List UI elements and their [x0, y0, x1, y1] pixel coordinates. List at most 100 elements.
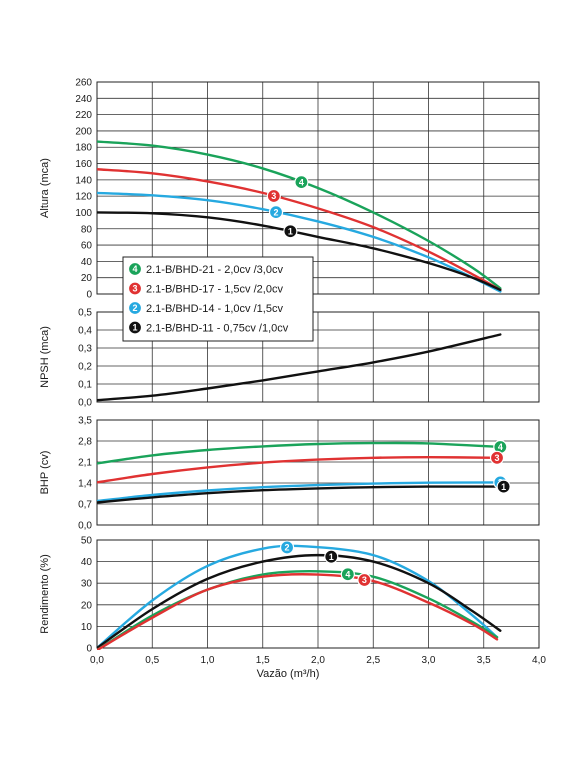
series-badge-3-circle: [266, 188, 281, 204]
series-badge-1-circle: [324, 549, 339, 564]
series-badge-4: 4: [294, 175, 309, 190]
series-badge-3-number: 3: [362, 575, 367, 585]
y-tick-label: 0,0: [78, 398, 92, 409]
y-tick-label: 0: [86, 290, 92, 301]
legend-badge-3: 3: [127, 281, 143, 296]
series-badge-3: 3: [266, 188, 281, 204]
series-line-1: [97, 485, 502, 504]
legend-badge-4: 4: [127, 261, 143, 277]
series-line-npsh: [97, 333, 502, 402]
series-badge-4: 4: [340, 567, 355, 582]
legend: 4 2.1-B/BHD-21 - 2,0cv /3,0cv 3 2.1-B/BHD-1…: [122, 256, 314, 342]
y-tick-label: 10: [81, 622, 93, 633]
series-line-2: [97, 544, 499, 650]
y-tick-label: 0,2: [78, 362, 92, 373]
legend-entry-1: 1 2.1-B/BHD-11 - 0,75cv /1,0cv: [127, 320, 289, 335]
legend-label: 2.1-B/BHD-21 - 2,0cv /3,0cv: [146, 264, 283, 276]
series-badge-3-circle: [357, 572, 372, 588]
series-line-4: [97, 441, 502, 465]
y-tick-label: 2,8: [78, 437, 92, 448]
x-tick-label: 2,5: [366, 655, 380, 666]
y-tick-label: 60: [81, 241, 93, 252]
x-tick-label: 3,5: [477, 655, 491, 666]
series-badge-2-number: 2: [285, 543, 290, 553]
y-tick-label: 120: [75, 192, 92, 203]
y-axis-label: BHP (cv): [39, 451, 51, 495]
series-badge-2-circle: [279, 540, 295, 555]
legend-badge-2: 2: [127, 300, 143, 316]
y-tick-label: 260: [75, 78, 92, 89]
series-line-2: [97, 191, 502, 293]
legend-badge-4-number: 4: [132, 264, 137, 274]
y-tick-label: 0,4: [78, 326, 92, 337]
y-axis-label: Altura (mca): [39, 158, 51, 218]
y-tick-label: 100: [75, 208, 92, 219]
series-line-1: [97, 211, 502, 292]
series-badge-1-circle: [496, 479, 511, 494]
legend-entry-3: 3 2.1-B/BHD-17 - 1,5cv /2,0cv: [127, 281, 283, 296]
legend-entry-2: 2 2.1-B/BHD-14 - 1,0cv /1,5cv: [127, 300, 283, 316]
panel-rendimento: 0 10 20 30 40 50 Rendimento (%) 2 1 4 3: [39, 536, 540, 655]
legend-badge-3-circle: [127, 281, 143, 296]
legend-box: [122, 256, 314, 342]
series-badge-2-circle: [268, 205, 284, 220]
y-tick-label: 0,7: [78, 500, 92, 511]
x-tick-label: 4,0: [532, 655, 546, 666]
y-tick-label: 40: [81, 257, 93, 268]
y-tick-label: 3,5: [78, 416, 92, 427]
y-tick-label: 0,0: [78, 521, 92, 532]
y-axis-label: NPSH (mca): [39, 326, 51, 388]
series-badge-4-number: 4: [299, 177, 304, 187]
legend-badge-2-circle: [127, 300, 143, 316]
panel-frame: [96, 419, 540, 526]
series-badge-2-number: 2: [274, 207, 279, 217]
x-tick-label: 2,0: [311, 655, 325, 666]
series-badge-2: 2: [268, 205, 284, 220]
series-badge-3: 3: [357, 572, 372, 588]
x-axis-label: Vazão (m³/h): [257, 668, 320, 680]
series-line-4: [97, 140, 502, 290]
series-badge-1-number: 1: [501, 482, 506, 492]
y-tick-label: 180: [75, 143, 92, 154]
series-badge-4-circle: [340, 567, 355, 582]
series-badge-4-number: 4: [345, 569, 350, 579]
y-tick-label: 220: [75, 110, 92, 121]
y-tick-label: 80: [81, 224, 93, 235]
y-tick-label: 0,3: [78, 344, 92, 355]
legend-badge-4-circle: [127, 261, 143, 277]
panel-frame: [96, 539, 540, 649]
series-badge-1: 1: [496, 479, 511, 494]
y-tick-label: 0,1: [78, 380, 92, 391]
y-tick-label: 140: [75, 175, 92, 186]
x-tick-label: 1,5: [256, 655, 270, 666]
legend-badge-1: 1: [127, 320, 143, 335]
panel-frame: [96, 311, 540, 403]
x-tick-label: 3,0: [422, 655, 436, 666]
y-tick-label: 20: [81, 273, 93, 284]
series-badge-4-number: 4: [498, 442, 503, 452]
legend-badge-1-circle: [127, 320, 143, 335]
series-line-2: [97, 481, 502, 503]
series-line-3: [97, 168, 502, 292]
y-tick-label: 0,5: [78, 308, 92, 319]
series-badge-3-number: 3: [495, 453, 500, 463]
legend-label: 2.1-B/BHD-14 - 1,0cv /1,5cv: [146, 303, 283, 315]
legend-badge-2-number: 2: [132, 303, 137, 313]
series-line-3: [97, 455, 499, 484]
series-line-1: [97, 553, 502, 650]
y-tick-label: 160: [75, 159, 92, 170]
legend-label: 2.1-B/BHD-11 - 0,75cv /1,0cv: [146, 323, 289, 335]
y-axis-label: Rendimento (%): [39, 554, 51, 633]
y-tick-label: 0: [86, 644, 92, 655]
y-tick-label: 200: [75, 126, 92, 137]
x-tick-label: 0,0: [90, 655, 104, 666]
legend-label: 2.1-B/BHD-17 - 1,5cv /2,0cv: [146, 284, 283, 296]
series-badge-3-circle: [489, 450, 505, 465]
series-badge-1-number: 1: [329, 552, 334, 562]
panel-altura: 0 20 40 60 80 100 120 140 160 180 200 220 240 260 Altu…: [39, 78, 540, 301]
series-badge-1-circle: [283, 224, 298, 239]
legend-entry-4: 4 2.1-B/BHD-21 - 2,0cv /3,0cv: [127, 261, 283, 277]
series-line-4: [97, 570, 499, 650]
